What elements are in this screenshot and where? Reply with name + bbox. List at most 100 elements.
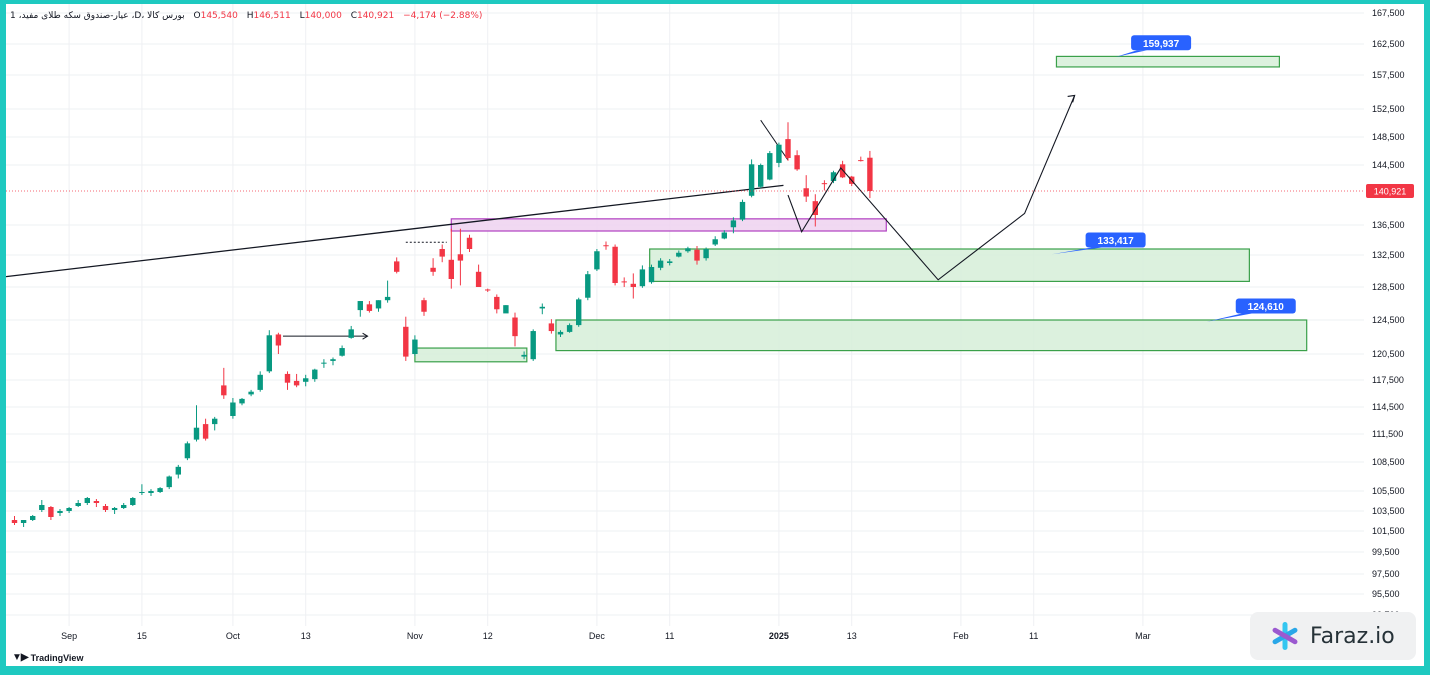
candle-body — [275, 334, 282, 346]
candle-body — [648, 267, 655, 283]
candle-body — [557, 331, 564, 335]
candle — [858, 156, 864, 162]
candle-body — [348, 329, 354, 338]
candle — [867, 150, 873, 199]
drop-line — [760, 119, 789, 161]
last-price-badge — [1366, 184, 1414, 198]
candle-body — [148, 491, 154, 493]
candle-body — [202, 424, 209, 439]
candle-body — [266, 335, 272, 372]
candle — [603, 241, 609, 250]
symbol-name: 1 ،عیار-صندوق سکه طلای مفید ،D، بورس کال… — [10, 11, 185, 21]
candle-body — [758, 165, 764, 187]
candle — [712, 236, 718, 246]
candle-body — [867, 157, 873, 191]
candle — [175, 464, 181, 479]
candle — [576, 297, 582, 327]
tradingview-text: TradingView — [30, 652, 84, 663]
candle — [548, 319, 555, 334]
candle-body — [712, 239, 718, 245]
candle — [566, 323, 573, 333]
time-tick-label: Oct — [226, 631, 241, 641]
candle-body — [830, 172, 837, 181]
candle-body — [330, 359, 336, 361]
candle-body — [375, 300, 382, 309]
candle — [667, 259, 673, 266]
candle — [630, 273, 636, 299]
candle — [485, 288, 491, 292]
candle — [621, 277, 627, 287]
candle — [48, 506, 54, 520]
candle — [494, 294, 500, 314]
callout-pointer — [1115, 50, 1148, 58]
price-tick-label: 114,500 — [1372, 402, 1404, 412]
candle — [803, 175, 809, 202]
zone-demand — [414, 347, 528, 363]
candle-body — [93, 501, 100, 503]
candle — [184, 441, 191, 461]
candle-body — [384, 296, 391, 301]
time-tick-label: 11 — [1029, 631, 1038, 641]
last-price-label: 140,921 — [1374, 187, 1407, 197]
candle — [130, 497, 136, 506]
candle — [612, 244, 618, 286]
candle-body — [767, 153, 773, 180]
candle — [475, 264, 482, 287]
candle-body — [485, 289, 491, 291]
candle-body — [357, 301, 363, 311]
candle — [11, 516, 18, 525]
candle — [676, 250, 682, 258]
candle-body — [457, 254, 464, 261]
candle — [303, 374, 309, 387]
candle — [639, 265, 646, 288]
candle — [275, 332, 282, 354]
candle — [521, 351, 527, 360]
candle-body — [657, 260, 664, 268]
candle-body — [303, 378, 309, 382]
zone-demand — [649, 248, 1250, 283]
candle — [594, 249, 600, 271]
candle-body — [239, 398, 245, 404]
candle — [193, 405, 200, 442]
candle-body — [394, 261, 400, 272]
price-tick-label: 157,500 — [1372, 70, 1405, 80]
price-tick-label: 152,500 — [1372, 104, 1405, 114]
tradingview-icon: ▼▶ — [12, 652, 29, 663]
candle-body — [184, 443, 191, 459]
candle-body — [694, 249, 700, 261]
candle-body — [621, 281, 627, 283]
candle — [421, 297, 427, 316]
time-tick-label: 13 — [301, 631, 311, 641]
time-tick-label: Sep — [61, 631, 77, 641]
candle-body — [339, 348, 345, 356]
candle — [312, 368, 318, 382]
candle — [503, 305, 509, 314]
candle — [403, 316, 409, 361]
candle-body — [721, 232, 727, 239]
candle — [384, 280, 391, 303]
open-label: O — [193, 11, 201, 21]
candle-body — [430, 267, 436, 272]
candle — [512, 312, 518, 347]
candle — [239, 398, 245, 406]
price-chart[interactable]: 133,417 124,610 159,937 167,500 162,500 157,5… — [6, 4, 1424, 666]
candle-body — [475, 271, 482, 287]
tradingview-logo[interactable]: ▼▶ TradingView — [12, 652, 83, 663]
candle — [530, 329, 536, 361]
candle-body — [284, 373, 291, 383]
candle-body — [676, 252, 682, 257]
price-tick-label: 108,500 — [1372, 457, 1405, 467]
candle — [694, 246, 700, 265]
price-axis: 167,500 162,500 157,500 152,500 148,500 144,5… — [1366, 8, 1414, 620]
low-label: L — [299, 11, 305, 21]
candle — [830, 170, 837, 184]
candle-body — [111, 508, 118, 510]
candle-body — [776, 144, 782, 163]
candle — [84, 497, 90, 505]
callout-label: 159,937 — [1143, 39, 1180, 50]
candle-body — [403, 326, 409, 357]
candle-body — [703, 249, 709, 259]
candle — [767, 151, 773, 181]
candle-body — [366, 304, 373, 311]
candle-body — [448, 259, 454, 279]
